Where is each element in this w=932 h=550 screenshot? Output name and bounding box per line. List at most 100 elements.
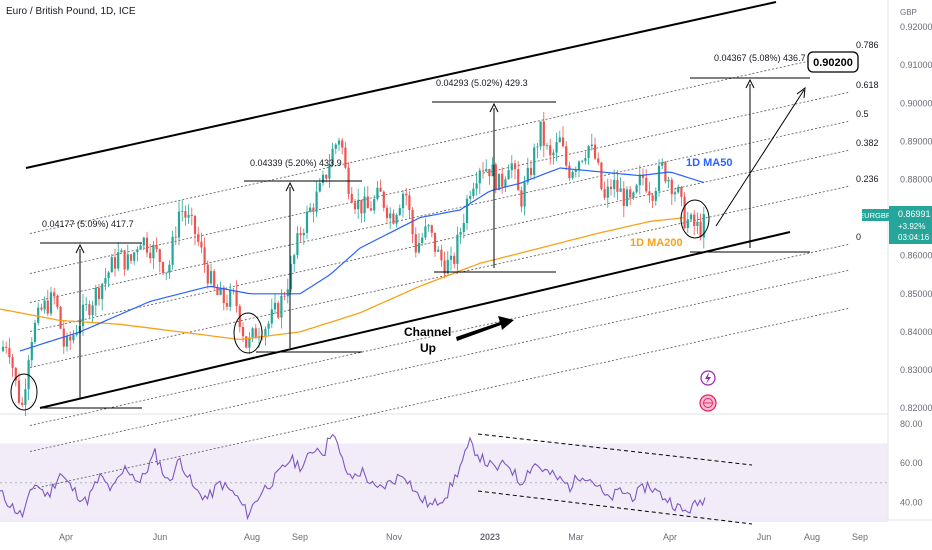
- fib-level-label: 0.236: [856, 174, 879, 184]
- candle-body: [283, 295, 286, 297]
- price-tick-label: 0.89000: [900, 136, 932, 146]
- candle-body: [622, 188, 625, 207]
- candle-body: [677, 186, 680, 193]
- price-tag-countdown: 03:04:16: [898, 233, 930, 242]
- lightning-icon[interactable]: [700, 370, 716, 386]
- candle-body: [328, 165, 331, 179]
- candle-body: [117, 252, 120, 269]
- rsi-trend-lower: [477, 490, 753, 525]
- candle-body: [613, 180, 616, 189]
- candle-body: [430, 225, 433, 233]
- candle-body: [683, 196, 686, 229]
- candle-body: [405, 193, 408, 196]
- candle-body: [43, 300, 46, 310]
- circle-current: [680, 199, 710, 239]
- candle-body: [302, 232, 305, 236]
- candle-body: [395, 214, 398, 224]
- candle-body: [593, 144, 597, 159]
- candle-body: [299, 233, 302, 236]
- candle-body: [235, 290, 238, 307]
- currency-label: GBP: [900, 8, 917, 17]
- candle-body: [494, 164, 497, 191]
- time-tick-label: Aug: [244, 532, 260, 542]
- globe-event-icon[interactable]: [699, 394, 717, 412]
- candle-body: [101, 283, 104, 300]
- fib-channel-lines: [29, 51, 851, 490]
- candle-body: [120, 250, 123, 253]
- candle-body: [517, 169, 520, 191]
- candle-body: [472, 188, 475, 196]
- candle-body: [638, 174, 641, 186]
- price-tick-label: 0.84000: [900, 327, 932, 337]
- price-tick-label: 0.82000: [900, 403, 932, 413]
- candle-body: [165, 272, 168, 274]
- candle-body: [273, 302, 277, 310]
- candle-body: [645, 177, 648, 192]
- candle-body: [417, 243, 421, 253]
- candle-body: [14, 367, 17, 381]
- candle-body: [225, 303, 229, 307]
- candle-body: [478, 170, 481, 184]
- fib-level-label: 0.5: [856, 109, 869, 119]
- measure-1: [40, 242, 142, 409]
- candle-body: [197, 234, 200, 242]
- chart-title: Euro / British Pound, 1D, ICE: [6, 6, 136, 17]
- candle-body: [241, 326, 245, 337]
- candle-body: [641, 174, 645, 178]
- candle-body: [629, 189, 632, 198]
- candle-body: [449, 255, 453, 260]
- candle-body: [632, 192, 635, 198]
- candle-body: [222, 287, 225, 304]
- candle-body: [30, 342, 33, 361]
- measure-label-3: 0.04293 (5.02%) 429.3: [436, 78, 528, 88]
- candle-body: [440, 249, 443, 261]
- candle-body: [654, 190, 657, 201]
- candle-body: [193, 215, 197, 235]
- rsi-trend-upper: [477, 433, 753, 466]
- time-tick-label: Nov: [386, 532, 403, 542]
- candle-body: [56, 295, 59, 307]
- candle-body: [145, 237, 149, 253]
- price-tick-label: 0.92000: [900, 22, 932, 32]
- candle-body: [369, 208, 373, 211]
- candle-body: [376, 187, 379, 200]
- measure-3: [432, 101, 556, 273]
- time-tick-label: Jun: [757, 532, 772, 542]
- candle-body: [366, 196, 369, 209]
- candle-body: [568, 165, 571, 179]
- candle-body: [49, 292, 53, 314]
- candle-body: [696, 221, 699, 227]
- ma50-line: [19, 167, 705, 352]
- fib-level-label: 0.786: [856, 40, 879, 50]
- candle-body: [533, 147, 536, 176]
- candle-body: [136, 249, 139, 253]
- candle-body: [699, 221, 702, 238]
- candle-body: [491, 164, 494, 177]
- candle-body: [702, 214, 705, 238]
- candle-body: [558, 137, 561, 143]
- price-tag: [889, 206, 932, 244]
- candle-body: [689, 214, 693, 220]
- candle-body: [206, 264, 209, 284]
- candle-body: [200, 241, 203, 248]
- candle-body: [5, 346, 8, 348]
- candle-body: [53, 292, 56, 296]
- candle-body: [129, 254, 133, 261]
- candle-body: [331, 148, 334, 166]
- candle-body: [485, 168, 488, 172]
- measure-label-1: 0.04177 (5.09%) 417.7: [42, 219, 134, 229]
- candle-body: [33, 322, 37, 343]
- time-tick-label: Apr: [663, 532, 677, 542]
- candle-body: [65, 336, 69, 347]
- candle-body: [309, 207, 312, 212]
- time-axis[interactable]: Apr Jun Aug Sep Nov 2023 Mar Apr Jun Aug Sep: [59, 532, 868, 542]
- candle-body: [341, 140, 344, 148]
- fib-level-label: 0: [856, 232, 861, 242]
- candle-body: [104, 278, 107, 284]
- rsi-tick-label: 40.00: [900, 497, 923, 507]
- candle-body: [158, 249, 161, 263]
- ma200-label: 1D MA200: [630, 237, 683, 249]
- channel-up-arrow: [456, 316, 514, 341]
- candle-body: [203, 247, 206, 265]
- candle-body: [187, 214, 190, 218]
